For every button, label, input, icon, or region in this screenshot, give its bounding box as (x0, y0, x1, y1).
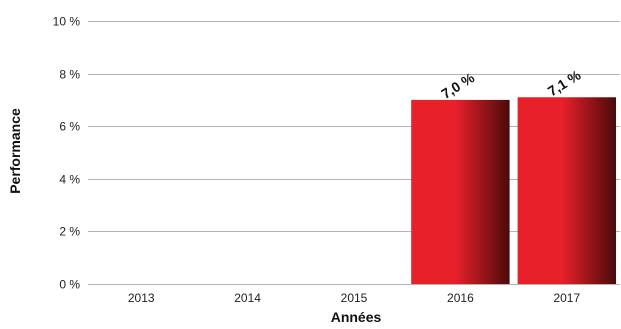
gridlines (88, 21, 620, 285)
x-tick-label: 2013 (128, 291, 155, 305)
x-tick-label: 2015 (341, 291, 368, 305)
y-tick-label: 8 % (59, 68, 80, 82)
x-axis-title: Années (331, 309, 382, 325)
data-label-2017: 7,1 % (545, 66, 584, 99)
x-tick-label: 2016 (447, 291, 474, 305)
bar-2017 (517, 97, 616, 285)
data-labels: 7,0 % 7,1 % (438, 66, 584, 101)
y-axis-title: Performance (7, 108, 23, 194)
x-axis-ticks: 2013 2014 2015 2016 2017 (128, 291, 581, 305)
y-tick-label: 10 % (53, 15, 81, 29)
bar-2016 (411, 99, 510, 285)
y-tick-label: 6 % (59, 120, 80, 134)
y-tick-label: 0 % (59, 278, 80, 292)
x-tick-label: 2014 (234, 291, 261, 305)
y-tick-label: 4 % (59, 173, 80, 187)
y-tick-label: 2 % (59, 225, 80, 239)
bars (411, 97, 616, 285)
y-axis-ticks: 0 % 2 % 4 % 6 % 8 % 10 % (53, 15, 81, 292)
x-tick-label: 2017 (553, 291, 580, 305)
